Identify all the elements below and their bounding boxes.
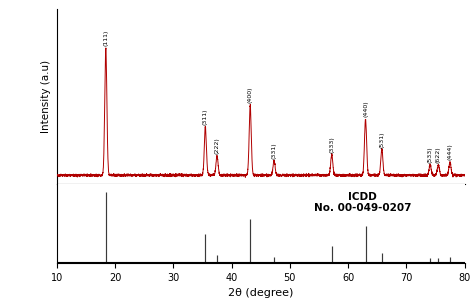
X-axis label: 2θ (degree): 2θ (degree) <box>228 289 293 298</box>
Text: (311): (311) <box>203 108 208 125</box>
Text: (331): (331) <box>272 142 277 159</box>
Text: (440): (440) <box>363 100 368 117</box>
Text: (622): (622) <box>436 146 441 163</box>
Text: (333): (333) <box>329 136 334 153</box>
Text: (222): (222) <box>215 137 219 154</box>
Text: (531): (531) <box>379 131 384 147</box>
Text: (533): (533) <box>428 146 433 163</box>
Text: ICDD
No. 00-049-0207: ICDD No. 00-049-0207 <box>314 192 411 213</box>
Text: (400): (400) <box>248 87 253 103</box>
Y-axis label: Intensity (a.u): Intensity (a.u) <box>41 60 51 133</box>
Text: (111): (111) <box>103 29 108 46</box>
Text: (444): (444) <box>447 144 453 160</box>
